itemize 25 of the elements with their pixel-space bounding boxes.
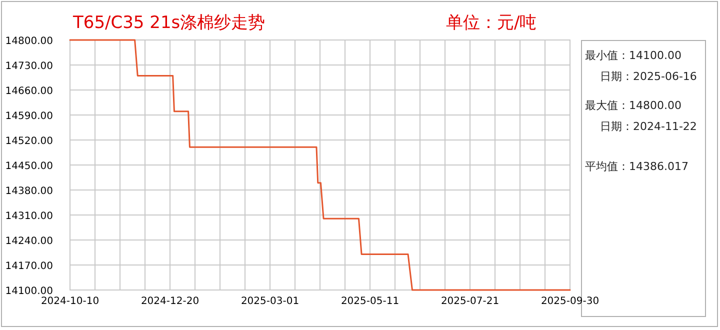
chart-subtitle: 单位：元/吨: [446, 13, 537, 33]
x-tick-label: 2024-12-20: [140, 296, 200, 307]
text: 日期：2025-06-16: [600, 70, 697, 83]
y-tick-label: 14380.00: [5, 186, 53, 197]
x-tick-label: 2024-10-10: [40, 296, 100, 307]
y-tick-label: 14660.00: [5, 86, 53, 97]
y-tick-label: 14450.00: [5, 161, 53, 172]
y-tick-label: 14800.00: [5, 36, 53, 47]
text: 日期：2024-11-22: [600, 120, 697, 133]
x-tick-label: 2025-05-11: [340, 296, 400, 307]
x-tick-label: 2025-07-21: [440, 296, 500, 307]
text: 最大值：14800.00: [585, 99, 682, 112]
x-tick-label: 2025-09-30: [540, 296, 600, 307]
x-tick-label: 2025-03-01: [240, 296, 300, 307]
y-tick-label: 14100.00: [5, 286, 53, 297]
text: 最小值：14100.00: [585, 49, 682, 62]
text: 平均值：14386.017: [585, 160, 688, 173]
y-tick-label: 14240.00: [5, 236, 53, 247]
y-tick-label: 14310.00: [5, 211, 53, 222]
line-series: [69, 39, 571, 291]
y-tick-label: 14590.00: [5, 111, 53, 122]
y-tick-label: 14730.00: [5, 61, 53, 72]
chart-title: T65/C35 21s涤棉纱走势: [72, 13, 266, 33]
y-tick-label: 14170.00: [5, 261, 53, 272]
y-tick-label: 14520.00: [5, 136, 53, 147]
